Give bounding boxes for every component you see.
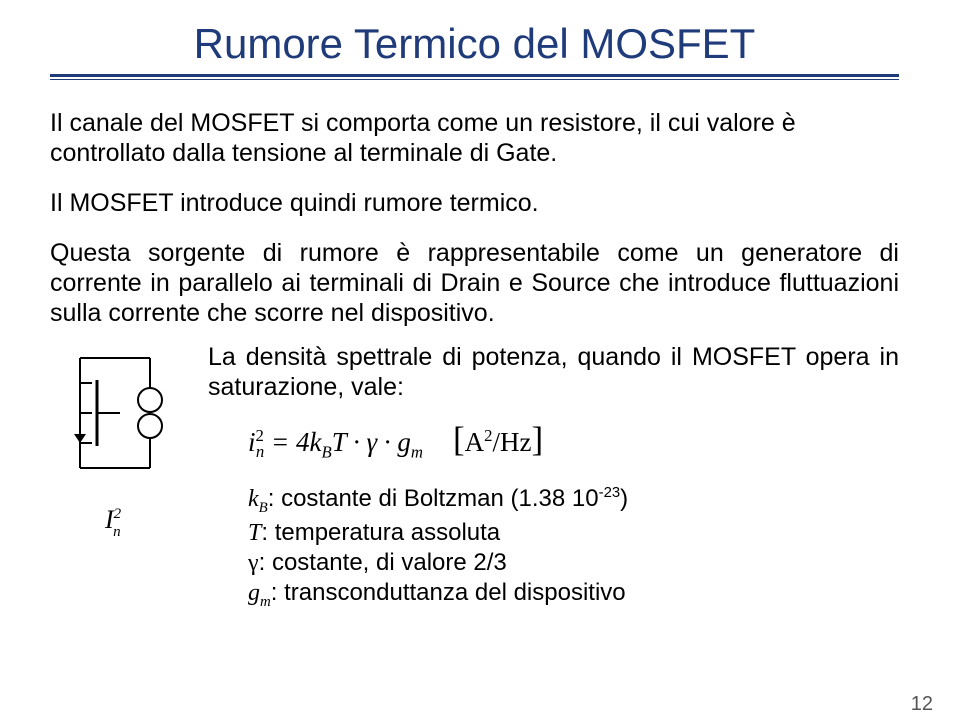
def-gm-text: : transconduttanza del dispositivo — [271, 579, 626, 606]
density-paragraph: La densità spettrale di potenza, quando … — [208, 342, 899, 402]
formula-unit-a: A — [465, 427, 485, 457]
def-t-sym: T — [248, 520, 261, 546]
definitions: kB: costante di Boltzman (1.38 10-23) T:… — [248, 484, 899, 611]
formula-lhs: i — [248, 427, 256, 457]
formula-bracket-close: ] — [532, 420, 544, 459]
def-t: T: temperatura assoluta — [248, 518, 899, 548]
formula-lhs-sub: n — [256, 442, 264, 461]
paragraph-2: Il MOSFET introduce quindi rumore termic… — [50, 188, 899, 218]
def-gm-sub: m — [260, 594, 271, 610]
formula-bracket-open: [ — [453, 420, 465, 459]
formula-unit-sup: 2 — [484, 426, 492, 445]
def-kb-sub: B — [259, 500, 268, 516]
circuit-diagram: I2n — [50, 348, 190, 563]
page-title: Rumore Termico del MOSFET — [50, 20, 899, 68]
def-gm-sym: g — [248, 580, 260, 606]
def-t-text: : temperatura assoluta — [261, 519, 500, 546]
paragraph-3: Questa sorgente di rumore è rappresentab… — [50, 238, 899, 328]
def-gm: gm: transconduttanza del dispositivo — [248, 578, 899, 611]
page-number: 12 — [911, 693, 933, 716]
formula: i 2 n = 4kBT · γ · gm [A2/Hz] — [248, 420, 899, 462]
def-gamma-text: : costante, di valore 2/3 — [259, 549, 507, 576]
def-gamma: γ: costante, di valore 2/3 — [248, 548, 899, 578]
formula-kb-sub: B — [321, 442, 331, 461]
circuit-i-sup: 2 — [114, 506, 122, 522]
formula-gm-sub: m — [411, 442, 423, 461]
title-rule — [50, 74, 899, 80]
formula-mid: T · γ · g — [332, 427, 411, 457]
formula-unit: [A2/Hz] — [453, 427, 543, 457]
svg-text:I2n: I2n — [104, 505, 122, 540]
def-kb-text: : costante di Boltzman (1.38 10 — [268, 485, 599, 512]
right-column: La densità spettrale di potenza, quando … — [208, 342, 899, 611]
paragraph-1: Il canale del MOSFET si comporta come un… — [50, 108, 899, 168]
def-kb-close: ) — [620, 485, 628, 512]
def-kb: kB: costante di Boltzman (1.38 10-23) — [248, 484, 899, 517]
def-gamma-sym: γ — [248, 550, 259, 576]
circuit-i-sub: n — [113, 524, 121, 540]
def-kb-sym: k — [248, 486, 259, 512]
formula-unit-rest: /Hz — [493, 427, 532, 457]
content-row: I2n La densità spettrale di potenza, qua… — [50, 342, 899, 611]
def-kb-exp: -23 — [599, 485, 621, 501]
formula-eq: = 4k — [264, 427, 321, 457]
